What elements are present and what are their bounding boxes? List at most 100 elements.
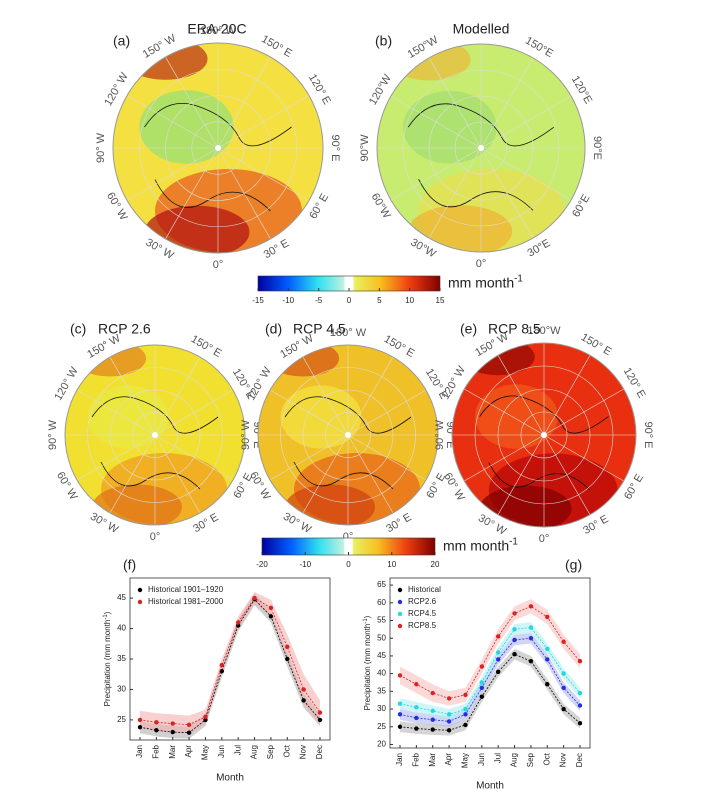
x-tick-label: Sep: [526, 752, 535, 767]
panel-label: (e): [460, 321, 477, 337]
x-axis-label: Month: [476, 781, 504, 792]
data-point: [219, 668, 225, 674]
data-point: [577, 721, 583, 726]
map-patch: [139, 90, 234, 164]
x-tick-label: Jan: [395, 753, 404, 766]
meridian: [480, 95, 572, 149]
panel-label: (b): [375, 33, 392, 49]
coastline: [284, 396, 412, 490]
longitude-label: 90°W: [359, 134, 371, 162]
uncertainty-band: [400, 599, 580, 706]
data-point: [446, 728, 452, 733]
data-point: [430, 717, 435, 722]
meridian: [480, 147, 572, 201]
y-label-end: ): [103, 611, 112, 614]
longitude-label: 90° E: [642, 421, 654, 448]
x-tick-label: Jun: [477, 753, 486, 766]
meridian: [428, 147, 482, 239]
data-point: [463, 722, 468, 728]
y-tick-label: 55: [377, 616, 386, 625]
data-point: [561, 706, 566, 712]
panel-label: (d): [265, 321, 282, 337]
longitude-label: 180° W: [200, 25, 237, 37]
x-tick-label: Oct: [282, 744, 291, 757]
meridian: [543, 388, 624, 436]
x-tick-label: Mar: [428, 753, 437, 767]
panel-label: (c): [70, 321, 86, 337]
legend-label: RCP2.6: [408, 597, 437, 606]
colorbar-tick-label: 0: [347, 296, 352, 305]
legend-marker: [397, 599, 403, 605]
meridian: [126, 147, 219, 201]
data-point: [528, 636, 534, 641]
data-point: [397, 673, 403, 678]
unit-label: mm month-1: [448, 273, 523, 290]
pole-dot: [478, 145, 484, 151]
y-tick-label: 60: [377, 598, 386, 607]
panel-label: (a): [113, 33, 130, 49]
meridian: [497, 355, 545, 436]
pole-dot: [152, 432, 158, 438]
x-tick-label: Aug: [510, 753, 519, 767]
x-tick-label: Jul: [233, 745, 242, 755]
map-title: RCP 2.6: [98, 321, 151, 337]
map-patch: [87, 385, 169, 449]
y-tick-label: 45: [377, 651, 386, 660]
meridian: [269, 434, 349, 481]
colorbar-tick-label: 10: [405, 296, 414, 305]
data-point: [463, 712, 468, 717]
y-tick-label: 35: [117, 654, 126, 663]
polar-map: 150°E120°E90°E60°E30°E0°30°W60°W90°W120°…: [359, 34, 603, 270]
data-point: [577, 703, 583, 708]
longitude-label: 30°E: [526, 237, 553, 259]
series-line: [139, 598, 321, 734]
longitude-label: 90° W: [95, 132, 107, 163]
meridian: [428, 57, 482, 149]
data-point: [446, 696, 452, 701]
map-patch: [475, 384, 558, 449]
pole-dot: [541, 432, 547, 438]
data-point: [186, 730, 192, 735]
data-point: [463, 692, 468, 698]
meridian: [347, 434, 394, 514]
data-point: [154, 728, 159, 733]
legend-marker: [397, 611, 403, 617]
data-point: [137, 717, 143, 723]
uncertainty-band: [400, 622, 580, 720]
y-axis-label: Precipitation (mm month-1): [103, 611, 113, 706]
meridian: [497, 434, 545, 515]
legend-label: Historical 1981–2000: [148, 597, 224, 606]
x-tick-label: May: [461, 753, 470, 768]
unit-base: mm month: [448, 274, 514, 290]
data-point: [397, 724, 403, 729]
map-border: [64, 344, 246, 526]
data-point: [495, 657, 501, 662]
data-point: [495, 669, 501, 675]
data-point: [512, 611, 517, 616]
colorbar-tick-label: 0: [346, 560, 351, 569]
meridian: [217, 147, 310, 201]
data-point: [268, 605, 274, 611]
legend-label: RCP8.5: [408, 621, 437, 630]
data-point: [512, 627, 517, 632]
meridian: [109, 434, 156, 514]
data-point: [545, 646, 550, 652]
data-point: [397, 701, 403, 706]
unit-exp: -1: [509, 536, 518, 547]
data-point: [235, 620, 241, 625]
meridian: [464, 388, 545, 436]
data-point: [170, 729, 175, 735]
data-point: [446, 719, 452, 724]
x-tick-label: Mar: [168, 745, 177, 759]
colorbar-tick-label: -10: [283, 296, 295, 305]
unit-label: mm month-1: [443, 536, 518, 553]
longitude-label: 180° W: [330, 327, 367, 339]
colorbar-tick-label: -15: [252, 296, 264, 305]
meridian: [302, 434, 349, 514]
data-point: [479, 694, 485, 699]
data-point: [528, 659, 534, 664]
data-point: [528, 625, 534, 630]
